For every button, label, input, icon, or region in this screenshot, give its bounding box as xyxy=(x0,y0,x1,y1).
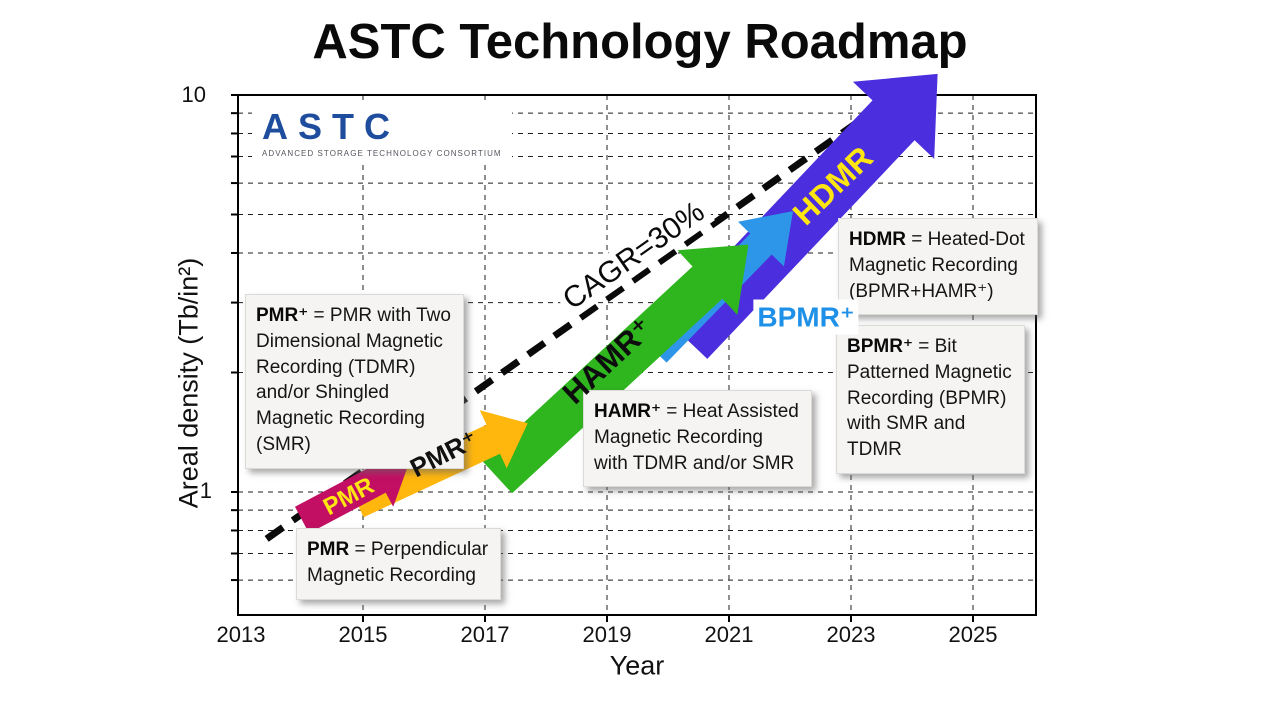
definition-text: = Heat Assisted Magnetic Recording with … xyxy=(594,401,799,474)
definition-term: HDMR xyxy=(849,229,906,250)
page-title: ASTC Technology Roadmap xyxy=(312,15,968,69)
y-tick-1: 1 xyxy=(199,478,212,503)
definition-box-pmr-plus: PMR⁺ = PMR with Two Dimensional Magnetic… xyxy=(245,294,464,469)
definition-text: = Perpendicular Magnetic Recording xyxy=(307,539,489,586)
definition-box-pmr: PMR = Perpendicular Magnetic Recording xyxy=(296,528,502,600)
arrow-label-bpmr-plus: BPMR⁺ xyxy=(753,299,859,335)
definition-box-bpmr-plus: BPMR⁺ = Bit Patterned Magnetic Recording… xyxy=(836,325,1025,475)
y-tick-10: 10 xyxy=(181,82,206,107)
definition-term: PMR xyxy=(307,539,350,560)
x-tick-2013: 2013 xyxy=(216,622,266,647)
x-tick-2025: 2025 xyxy=(948,622,998,647)
definition-text: = Heated-Dot Magnetic Recording (BPMR+HA… xyxy=(849,229,1025,302)
astc-logo-tagline: ADVANCED STORAGE TECHNOLOGY CONSORTIUM xyxy=(262,148,502,158)
definition-box-hamr-plus: HAMR⁺ = Heat Assisted Magnetic Recording… xyxy=(583,390,812,488)
x-tick-2019: 2019 xyxy=(582,622,632,647)
definition-term: PMR⁺ xyxy=(256,305,309,326)
astc-logo-text: ASTC xyxy=(262,106,400,147)
definition-term: BPMR⁺ xyxy=(847,336,913,357)
astc-logo: ASTC ADVANCED STORAGE TECHNOLOGY CONSORT… xyxy=(252,104,512,164)
x-tick-2015: 2015 xyxy=(338,622,388,647)
plot-border xyxy=(237,94,1037,616)
x-axis-title: Year xyxy=(609,650,665,681)
x-tick-2023: 2023 xyxy=(826,622,876,647)
definition-term: HAMR⁺ xyxy=(594,401,662,422)
definition-text: = Bit Patterned Magnetic Recording (BPMR… xyxy=(847,336,1012,461)
x-tick-2021: 2021 xyxy=(704,622,754,647)
definition-box-hdmr: HDMR = Heated-Dot Magnetic Recording (BP… xyxy=(838,218,1038,316)
x-tick-2017: 2017 xyxy=(460,622,510,647)
definition-text: = PMR with Two Dimensional Magnetic Reco… xyxy=(256,305,451,456)
arrow-hamr-plus xyxy=(482,244,749,494)
arrow-pmr xyxy=(295,452,409,534)
